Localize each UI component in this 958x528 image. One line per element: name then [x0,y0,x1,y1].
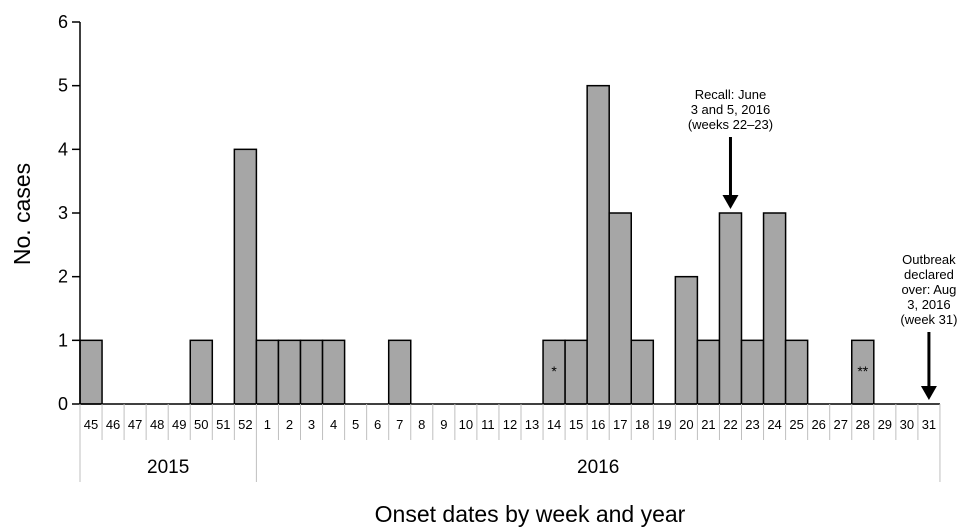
week-label-5: 5 [352,417,359,432]
x-axis-group: 45 46 47 48 49 50 51 52 1 2 3 4 5 6 7 8 9 10 11 12 13 14 15 16 1… [79,404,941,482]
bar-week-2 [277,339,302,405]
bar-week-22 [718,212,743,405]
week-label-49: 49 [172,417,186,432]
annotation-week-31-line: 3, 2016 [907,297,950,312]
week-label-14: 14 [547,417,561,432]
bars-group [79,84,875,405]
week-label-51: 51 [216,417,230,432]
annotation-week-31-line: (week 31) [900,312,957,327]
bar-week-21 [696,339,721,405]
bar-marker-week-14: * [551,363,557,379]
week-label-28: 28 [856,417,870,432]
y-axis-title: No. cases [9,163,35,265]
y-tick-label-1: 1 [58,330,68,350]
y-tick-label-2: 2 [58,267,68,287]
bar-week-17 [608,212,633,405]
bar-week-52 [233,148,258,405]
week-label-31: 31 [922,417,936,432]
week-label-25: 25 [789,417,803,432]
week-label-20: 20 [679,417,693,432]
annotation-arrowhead-week-31 [920,386,937,400]
bar-week-3 [299,339,324,405]
axes-group: 0 1 2 3 4 5 6 [58,12,940,414]
y-tick-label-5: 5 [58,76,68,96]
bar-week-24 [762,212,787,405]
bar-week-1 [255,339,280,405]
y-tick-label-4: 4 [58,139,68,159]
week-label-17: 17 [613,417,627,432]
week-label-9: 9 [440,417,447,432]
y-tick-label-3: 3 [58,203,68,223]
week-label-1: 1 [264,417,271,432]
bar-week-7 [387,339,412,405]
annotation-week-31-line: declared [904,267,954,282]
week-label-29: 29 [878,417,892,432]
x-axis-title: Onset dates by week and year [375,501,686,527]
week-label-19: 19 [657,417,671,432]
week-label-23: 23 [745,417,759,432]
bar-week-20 [674,275,699,405]
week-label-12: 12 [503,417,517,432]
bar-week-15 [564,339,588,405]
week-label-16: 16 [591,417,605,432]
week-label-22: 22 [723,417,737,432]
bar-week-25 [784,339,809,405]
annotation-week-22-line: Recall: June [695,87,767,102]
week-label-13: 13 [525,417,539,432]
y-tick-label-0: 0 [58,394,68,414]
bar-marker-week-28: ** [857,363,868,379]
annotation-week-31-line: Outbreak [902,252,956,267]
y-tick-label-6: 6 [58,12,68,32]
week-label-50: 50 [194,417,208,432]
week-label-47: 47 [128,417,142,432]
annotation-week-22-line: (weeks 22–23) [688,117,773,132]
week-label-30: 30 [900,417,914,432]
week-label-15: 15 [569,417,583,432]
week-label-46: 46 [106,417,120,432]
week-label-3: 3 [308,417,315,432]
week-label-45: 45 [84,417,98,432]
year-label-2016: 2016 [577,457,619,478]
week-label-11: 11 [481,417,495,432]
bar-week-50 [189,339,214,405]
week-label-2: 2 [286,417,293,432]
year-label-2015: 2015 [147,457,189,478]
annotation-arrowhead-week-22 [722,195,739,209]
bar-week-16 [586,84,610,405]
week-label-52: 52 [238,417,252,432]
bar-week-18 [630,339,655,405]
bar-week-23 [740,339,765,405]
week-label-21: 21 [701,417,715,432]
week-label-4: 4 [330,417,337,432]
bar-week-45 [79,339,103,405]
week-label-8: 8 [418,417,425,432]
week-label-18: 18 [635,417,649,432]
week-label-48: 48 [150,417,164,432]
annotation-week-22-line: 3 and 5, 2016 [691,102,771,117]
week-label-7: 7 [396,417,403,432]
week-label-27: 27 [833,417,847,432]
bar-markers-group: * ** [551,363,868,379]
week-label-24: 24 [767,417,781,432]
week-label-6: 6 [374,417,381,432]
week-label-26: 26 [811,417,825,432]
bar-week-4 [321,339,346,405]
week-label-10: 10 [459,417,473,432]
annotation-week-31-line: over: Aug [901,282,956,297]
